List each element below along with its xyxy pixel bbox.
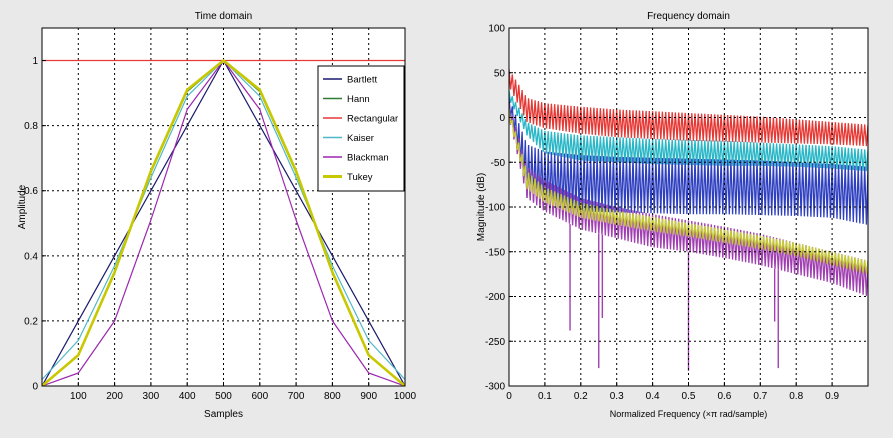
legend-label-tukey: Tukey [347, 172, 373, 183]
time-domain-x-tick-label: 500 [215, 391, 232, 402]
time-domain-y-tick-label: 0.4 [24, 251, 38, 262]
frequency-domain-x-tick-label: 0.7 [753, 391, 767, 402]
time-domain-x-label: Samples [204, 409, 243, 420]
time-domain-x-tick-label: 400 [179, 391, 196, 402]
time-domain-x-ticks: 100 200 300 400 500 600 700 800 900 1000 [70, 382, 417, 402]
frequency-domain-x-tick-label: 0 [506, 391, 512, 402]
frequency-domain-x-tick-label: 0.6 [717, 391, 731, 402]
series-line-tukey [42, 59, 405, 386]
frequency-domain-chart: 0 0.1 0.2 0.3 0.4 0.5 0.6 0.7 0.8 0.9 -300 -250 -20… [476, 11, 869, 419]
frequency-domain-y-tick-label: -150 [485, 247, 505, 258]
frequency-domain-y-tick-label: -300 [485, 382, 505, 393]
frequency-domain-y-tick-label: -50 [491, 158, 506, 169]
frequency-domain-y-tick-label: -100 [485, 203, 505, 214]
legend-label-bartlett: Bartlett [347, 75, 377, 86]
frequency-domain-y-ticks: -300 -250 -200 -150 -100 -50 0 50 100 [485, 24, 513, 393]
frequency-domain-title: Frequency domain [647, 11, 730, 22]
time-domain-x-tick-label: 900 [360, 391, 377, 402]
frequency-domain-x-tick-label: 0.9 [825, 391, 839, 402]
time-domain-x-tick-label: 300 [143, 391, 160, 402]
frequency-domain-x-tick-label: 0.5 [682, 391, 696, 402]
legend-label-hann: Hann [347, 94, 370, 105]
frequency-domain-y-tick-label: 0 [499, 113, 505, 124]
time-domain-chart: 100 200 300 400 500 600 700 800 900 1000 00.20.40… [17, 11, 417, 420]
time-domain-y-tick-label: 0 [32, 382, 38, 393]
time-domain-y-tick-label: 0.8 [24, 121, 38, 132]
time-domain-x-tick-label: 800 [324, 391, 341, 402]
time-domain-y-ticks: 0 0.2 0.4 0.6 0.8 1 [24, 56, 46, 393]
frequency-domain-y-tick-label: 50 [494, 68, 506, 79]
time-domain-legend: Bartlett Hann Rectangular Kaiser Blackman Tuk… [317, 65, 405, 192]
time-domain-x-tick-label: 1000 [394, 391, 417, 402]
frequency-domain-y-tick-label: -250 [485, 337, 505, 348]
frequency-domain-y-tick-label: -200 [485, 292, 505, 303]
frequency-domain-x-tick-label: 0.8 [789, 391, 803, 402]
frequency-domain-y-tick-label: 100 [488, 24, 505, 35]
time-domain-series [42, 59, 405, 386]
time-domain-title: Time domain [195, 11, 252, 22]
frequency-domain-x-tick-label: 0.4 [646, 391, 660, 402]
frequency-domain-y-label: Magnitude (dB) [476, 173, 487, 241]
frequency-domain-x-ticks: 0 0.1 0.2 0.3 0.4 0.5 0.6 0.7 0.8 0.9 [506, 382, 839, 402]
time-domain-y-tick-label: 1 [32, 56, 38, 67]
legend-label-rectangular: Rectangular [347, 114, 398, 125]
legend-box [317, 65, 405, 192]
legend-label-blackman: Blackman [347, 153, 389, 164]
time-domain-y-tick-label: 0.2 [24, 316, 38, 327]
legend-label-kaiser: Kaiser [347, 133, 374, 144]
frequency-domain-x-tick-label: 0.1 [538, 391, 552, 402]
time-domain-x-tick-label: 100 [70, 391, 87, 402]
frequency-domain-x-tick-label: 0.2 [574, 391, 588, 402]
time-domain-x-tick-label: 200 [106, 391, 123, 402]
time-domain-y-tick-label: 0.6 [24, 186, 38, 197]
frequency-domain-x-label: Normalized Frequency (×π rad/sample) [610, 409, 768, 419]
time-domain-y-label: Amplitude [17, 184, 28, 229]
time-domain-x-tick-label: 700 [288, 391, 305, 402]
frequency-domain-series [509, 69, 868, 371]
time-domain-x-tick-label: 600 [251, 391, 268, 402]
frequency-domain-x-tick-label: 0.3 [610, 391, 624, 402]
